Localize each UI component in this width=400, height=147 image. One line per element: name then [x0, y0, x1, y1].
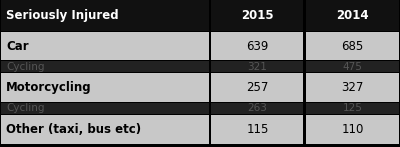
Bar: [1, 115, 209, 144]
Text: Cycling: Cycling: [6, 103, 45, 113]
Text: 639: 639: [246, 40, 268, 52]
Bar: [1, 103, 209, 114]
Bar: [306, 115, 399, 144]
Text: Seriously Injured: Seriously Injured: [6, 9, 119, 22]
Bar: [1, 61, 209, 72]
Bar: [306, 61, 399, 72]
Text: Car: Car: [6, 40, 29, 52]
Text: 115: 115: [246, 123, 268, 136]
Text: 327: 327: [341, 81, 364, 94]
Bar: [211, 0, 304, 31]
Bar: [306, 103, 399, 114]
Text: 685: 685: [341, 40, 364, 52]
Bar: [306, 73, 399, 102]
Text: 2015: 2015: [241, 9, 274, 22]
Bar: [1, 0, 209, 31]
Bar: [211, 103, 304, 114]
Bar: [1, 32, 209, 60]
Bar: [211, 73, 304, 102]
Bar: [306, 32, 399, 60]
Bar: [211, 115, 304, 144]
Bar: [306, 0, 399, 31]
Text: 321: 321: [248, 62, 267, 72]
Bar: [211, 32, 304, 60]
Text: 263: 263: [248, 103, 267, 113]
Text: Motorcycling: Motorcycling: [6, 81, 92, 94]
Text: 2014: 2014: [336, 9, 369, 22]
Text: Cycling: Cycling: [6, 62, 45, 72]
Bar: [211, 61, 304, 72]
Text: 475: 475: [342, 62, 362, 72]
Text: 110: 110: [341, 123, 364, 136]
Bar: [1, 73, 209, 102]
Text: Other (taxi, bus etc): Other (taxi, bus etc): [6, 123, 141, 136]
Text: 125: 125: [342, 103, 362, 113]
Text: 257: 257: [246, 81, 268, 94]
